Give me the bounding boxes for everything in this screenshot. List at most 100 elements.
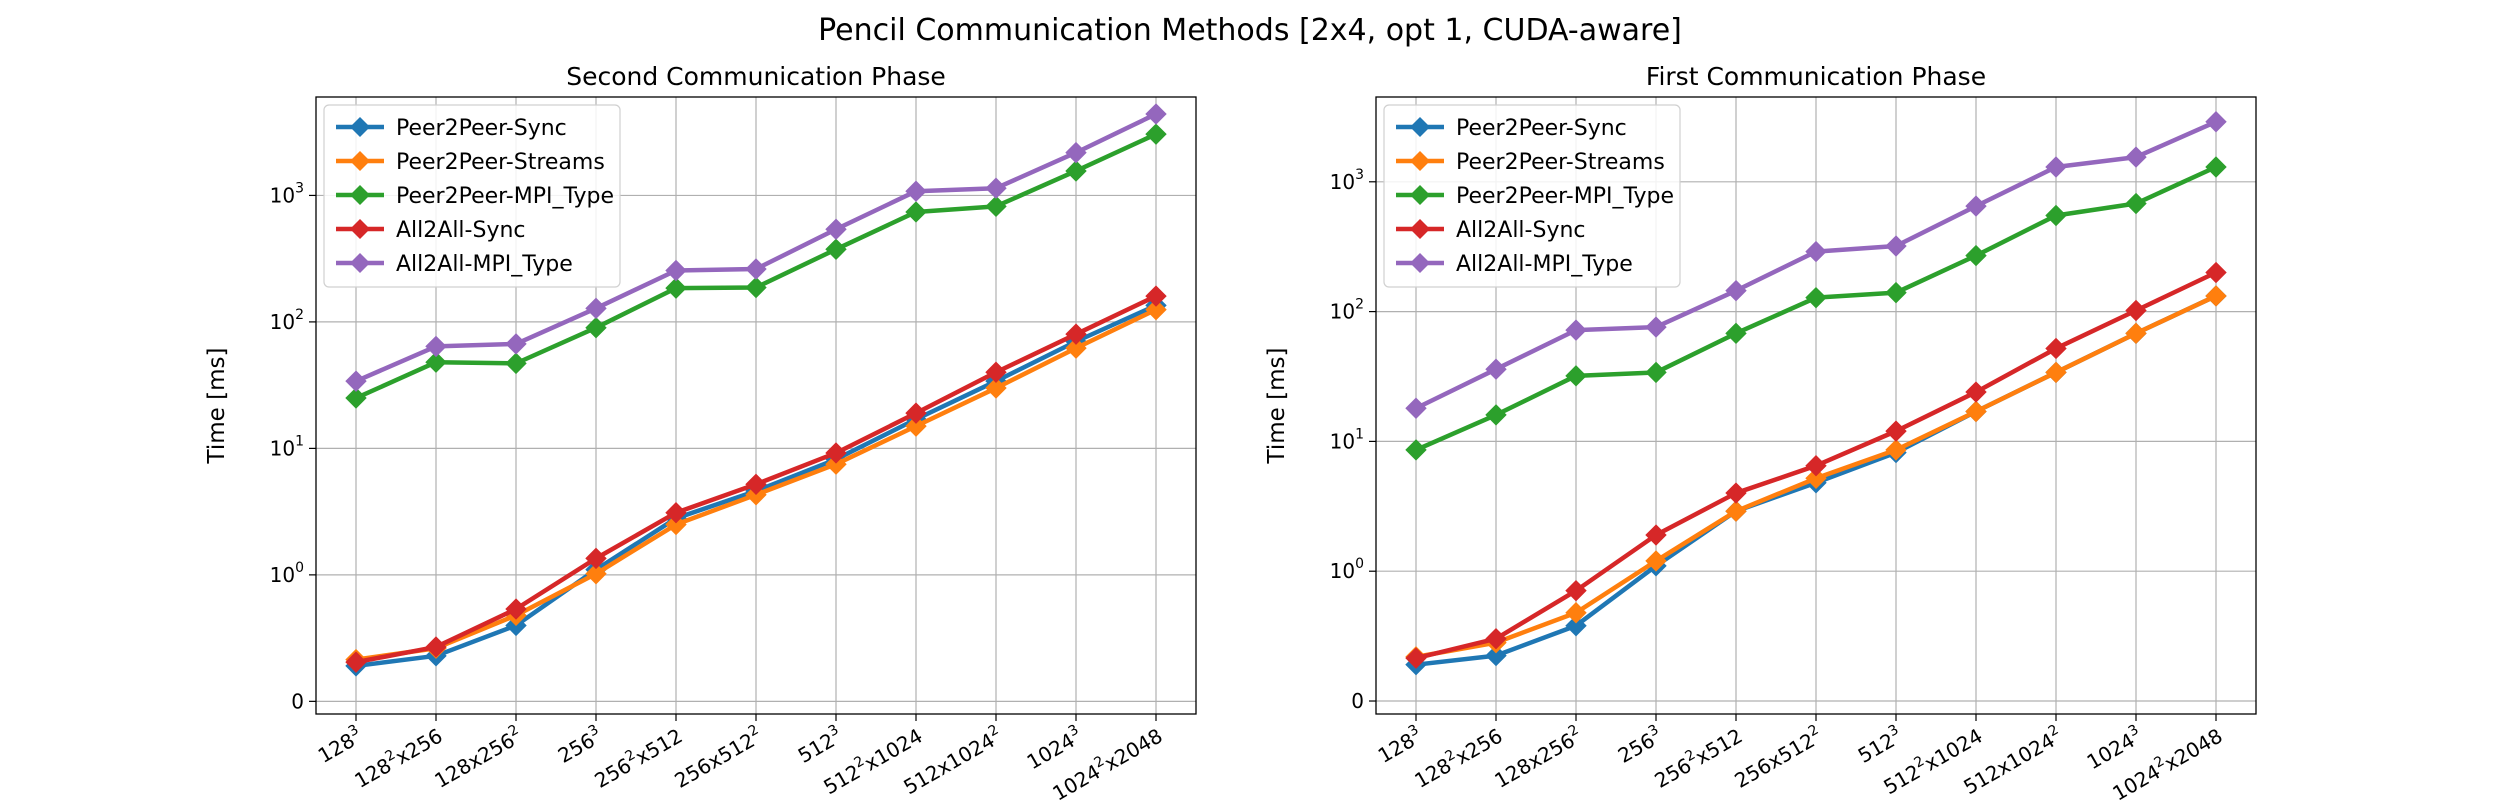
data-point	[985, 195, 1007, 218]
data-point	[1145, 103, 1167, 125]
data-point	[505, 333, 527, 355]
legend-label: Peer2Peer-MPI_Type	[1456, 184, 1674, 209]
legend-box	[323, 104, 621, 288]
data-point	[665, 259, 687, 282]
data-point	[665, 277, 687, 299]
y-tick-label: 103	[1330, 167, 1364, 194]
data-point	[2205, 156, 2227, 178]
series-all2all-mpi-type	[1405, 111, 2227, 419]
legend-label: Peer2Peer-Streams	[1456, 150, 1665, 175]
data-point	[1645, 316, 1667, 338]
data-point	[1065, 323, 1087, 345]
data-point	[345, 370, 367, 392]
legend-label: All2All-MPI_Type	[396, 252, 573, 277]
data-point	[585, 297, 607, 320]
data-point	[825, 453, 847, 475]
legend-box	[1383, 104, 1681, 288]
y-tick-label: 102	[1330, 297, 1364, 324]
series-all2all-sync	[1405, 261, 2227, 669]
data-point	[745, 258, 767, 280]
series-all2all-mpi-type	[345, 103, 1167, 392]
legend-marker	[1410, 253, 1430, 273]
data-point	[1565, 579, 1587, 602]
data-point	[1065, 337, 1087, 359]
data-point	[585, 547, 607, 570]
data-point	[1805, 454, 1827, 477]
data-point	[1485, 358, 1507, 380]
data-point	[345, 387, 367, 409]
data-point	[2045, 156, 2067, 178]
data-point	[825, 218, 847, 240]
data-point	[2045, 361, 2067, 384]
legend-label: Peer2Peer-Streams	[396, 150, 605, 175]
data-point	[505, 352, 527, 375]
data-point	[1145, 285, 1167, 307]
legend: Peer2Peer-Sync Peer2Peer-Streams Peer2Peer…	[1383, 104, 1681, 288]
legend-label: All2All-Sync	[396, 218, 526, 243]
legend-marker	[1410, 117, 1430, 137]
y-tick-label: 0	[291, 689, 304, 713]
data-point	[1565, 602, 1587, 624]
data-point	[1885, 420, 1907, 442]
data-point	[345, 651, 367, 673]
legend-label: All2All-MPI_Type	[1456, 252, 1633, 277]
data-point	[905, 180, 927, 202]
data-point	[1485, 628, 1507, 650]
data-point	[1065, 160, 1087, 182]
data-point	[2125, 146, 2147, 168]
data-point	[905, 201, 927, 223]
data-point	[2205, 285, 2227, 307]
legend-marker	[1410, 185, 1430, 205]
legend-marker	[350, 253, 370, 273]
legend: Peer2Peer-Sync Peer2Peer-Streams Peer2Peer…	[323, 104, 621, 288]
series-peer2peer-mpi-type	[1405, 156, 2227, 461]
data-point	[2125, 299, 2147, 322]
data-point	[2205, 261, 2227, 284]
legend-label: All2All-Sync	[1456, 218, 1586, 243]
data-point	[1725, 500, 1747, 522]
data-point	[2125, 192, 2147, 215]
data-point	[1965, 381, 1987, 403]
data-point	[2205, 111, 2227, 133]
data-point	[1965, 244, 1987, 267]
y-tick-label: 101	[270, 433, 304, 460]
data-point	[1145, 298, 1167, 321]
data-point	[1565, 319, 1587, 341]
series-peer2peer-mpi-type	[345, 123, 1167, 409]
data-point	[585, 316, 607, 339]
axes-title: Second Communication Phase	[566, 62, 946, 91]
data-point	[1145, 123, 1167, 145]
data-point	[905, 415, 927, 437]
data-point	[2045, 204, 2067, 227]
y-axis-label: Time [ms]	[1264, 348, 1290, 465]
data-point	[1065, 141, 1087, 164]
data-point	[665, 502, 687, 524]
data-point	[1725, 482, 1747, 504]
data-point	[745, 276, 767, 299]
data-point	[585, 563, 607, 585]
legend-marker	[350, 151, 370, 171]
data-point	[1645, 550, 1667, 572]
data-point	[1885, 281, 1907, 304]
legend-label: Peer2Peer-MPI_Type	[396, 184, 614, 209]
data-point	[1805, 286, 1827, 309]
legend-marker	[1410, 219, 1430, 239]
legend-marker	[350, 219, 370, 239]
data-point	[1725, 322, 1747, 345]
data-point	[1965, 195, 1987, 217]
data-point	[505, 598, 527, 620]
data-point	[425, 351, 447, 373]
legend-marker	[1410, 151, 1430, 171]
data-point	[1405, 439, 1427, 461]
data-point	[2125, 322, 2147, 345]
data-point	[905, 402, 927, 424]
data-point	[1405, 647, 1427, 669]
y-tick-label: 100	[1330, 556, 1364, 583]
data-point	[1885, 439, 1907, 461]
data-point	[1405, 397, 1427, 419]
y-tick-label: 100	[270, 560, 304, 587]
data-point	[2045, 337, 2067, 360]
data-point	[1965, 400, 1987, 423]
